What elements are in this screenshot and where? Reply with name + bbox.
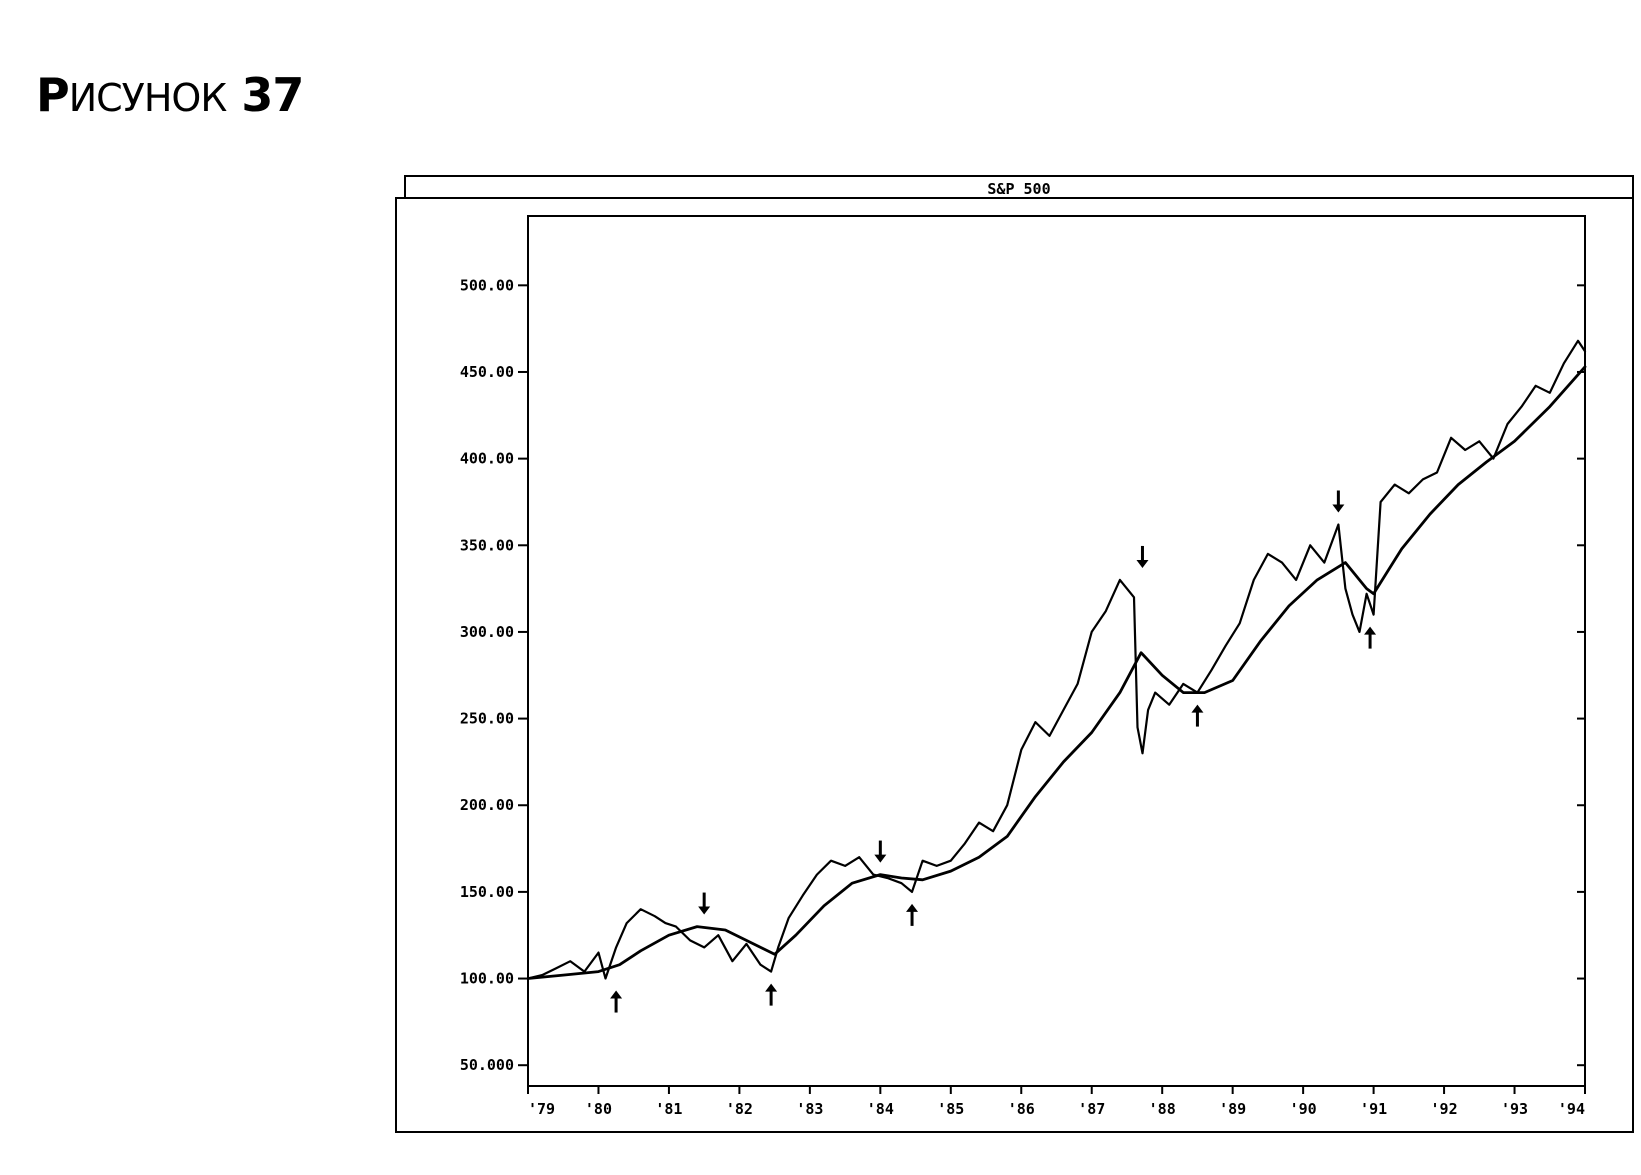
caption-first-letter: Р <box>36 68 70 122</box>
annotation-layer <box>610 490 1377 1013</box>
y-axis: 50.000 100.00 150.00 200.00 250.00 300.00 350.… <box>460 276 1585 1074</box>
x-tick-label: '83 <box>796 1100 823 1118</box>
chart-window: S&P 500 <box>395 175 1634 1133</box>
x-tick-label: '93 <box>1501 1100 1528 1118</box>
x-tick-label: '81 <box>655 1100 682 1118</box>
x-tick-label: '87 <box>1078 1100 1105 1118</box>
x-tick-label: '88 <box>1149 1100 1176 1118</box>
y-tick-label: 350.00 <box>460 536 514 554</box>
sell-arrow-head <box>874 854 887 863</box>
y-tick-label: 50.000 <box>460 1056 514 1074</box>
x-tick-label: '82 <box>726 1100 753 1118</box>
y-tick-label: 150.00 <box>460 883 514 901</box>
sell-arrow-head <box>1136 559 1149 568</box>
buy-arrow-head <box>765 983 778 992</box>
caption-word: ИСУНОК <box>68 76 228 120</box>
y-tick-label: 500.00 <box>460 276 514 294</box>
sell-arrow-head <box>698 906 711 915</box>
x-tick-label: '89 <box>1219 1100 1246 1118</box>
buy-arrow-head <box>1191 704 1204 713</box>
buy-arrow-head <box>906 903 919 912</box>
x-tick-label: '86 <box>1008 1100 1035 1118</box>
x-tick-label: '94 <box>1558 1100 1585 1118</box>
price-line <box>526 339 1587 980</box>
y-tick-label: 450.00 <box>460 363 514 381</box>
y-tick-label: 300.00 <box>460 623 514 641</box>
x-tick-label: '92 <box>1431 1100 1458 1118</box>
x-tick-label: '84 <box>867 1100 894 1118</box>
sell-arrow-head <box>1332 504 1345 513</box>
figure-caption: РИСУНОК 37 <box>36 68 304 122</box>
plot-frame <box>527 215 1586 1087</box>
y-tick-label: 250.00 <box>460 710 514 728</box>
y-tick-label: 400.00 <box>460 450 514 468</box>
moving-average-line <box>526 365 1587 980</box>
series-layer <box>526 339 1587 980</box>
chart-outer-frame <box>395 197 1634 1133</box>
caption-number: 37 <box>241 68 304 122</box>
x-tick-label: '80 <box>585 1100 612 1118</box>
x-tick-label: '90 <box>1290 1100 1317 1118</box>
x-axis: '79 '80 '81 '82 '83 '84 '85 '86 '87 '88 '89 '90 '91 '… <box>527 1086 1586 1118</box>
buy-arrow-head <box>610 990 623 999</box>
x-tick-label: '91 <box>1360 1100 1387 1118</box>
buy-arrow-head <box>1364 626 1377 635</box>
y-tick-label: 100.00 <box>460 970 514 988</box>
x-tick-label: '79 <box>528 1100 555 1118</box>
y-tick-label: 200.00 <box>460 796 514 814</box>
chart-title: S&P 500 <box>987 180 1050 198</box>
x-tick-label: '85 <box>937 1100 964 1118</box>
